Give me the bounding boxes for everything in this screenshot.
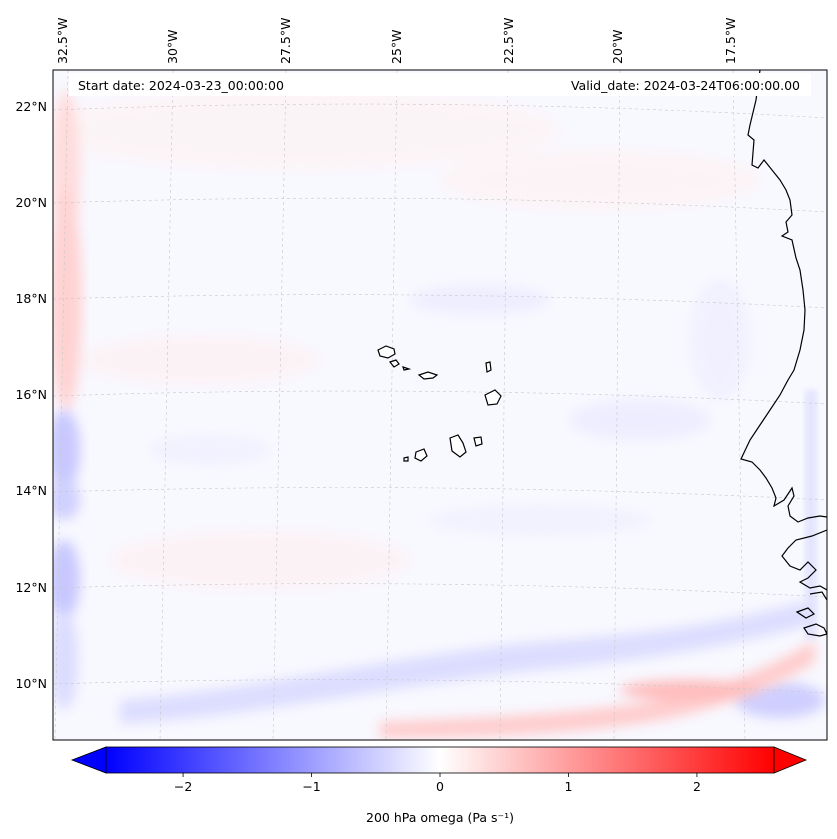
- colorbar-ticks: −2 −1 0 1 2: [174, 773, 701, 794]
- colorbar-label: 200 hPa omega (Pa s⁻¹): [366, 810, 514, 825]
- island-sal: [485, 361, 492, 373]
- western-edge-band: [53, 90, 82, 710]
- lon-label: 30°W: [165, 29, 180, 64]
- plot-frame: [52, 69, 828, 741]
- gridline-lon-27-5: [272, 70, 287, 740]
- gridline-lon-17-5: [732, 70, 746, 740]
- colorbar: −2 −1 0 1 2 200 hPa omega (Pa s⁻¹): [70, 746, 808, 825]
- eastern-edge-streak: [805, 390, 817, 640]
- colorbar-extend-low: [70, 746, 107, 774]
- island-maio: [473, 436, 483, 447]
- lon-label: 27.5°W: [278, 18, 293, 64]
- gridline-lat-16: [53, 390, 827, 405]
- lat-label: 22°N: [15, 99, 47, 114]
- island-santo-antao: [377, 345, 396, 359]
- colorbar-tick-label: −2: [174, 779, 192, 794]
- african-coastline: [740, 70, 827, 637]
- island-santiago: [449, 434, 467, 458]
- graticule: [53, 70, 827, 740]
- lat-label: 16°N: [15, 387, 47, 402]
- northern-faint-positive: [53, 90, 760, 590]
- gridline-lat-18: [53, 294, 827, 309]
- colorbar-extend-high: [773, 746, 808, 774]
- lat-label: 12°N: [15, 580, 47, 595]
- gridline-lon-25: [385, 70, 398, 740]
- island-santa-luzia: [402, 366, 412, 371]
- colorbar-tick-label: 0: [436, 779, 444, 794]
- gridline-lon-30: [159, 70, 174, 740]
- gridline-lon-20: [613, 70, 621, 740]
- island-brava: [403, 456, 409, 462]
- latitude-labels: 22°N 20°N 18°N 16°N 14°N 12°N 10°N: [15, 99, 47, 691]
- lat-label: 10°N: [15, 676, 47, 691]
- colorbar-tick-label: −1: [302, 779, 320, 794]
- colorbar-tick-label: 2: [693, 779, 701, 794]
- gridline-lon-32-5: [54, 70, 69, 740]
- colorbar-body: [105, 746, 775, 774]
- valid-date-text: Valid_date: 2024-03-24T06:00:00.00: [571, 78, 800, 93]
- lat-label: 14°N: [15, 483, 47, 498]
- island-sao-vicente: [388, 359, 400, 368]
- lat-label: 18°N: [15, 291, 47, 306]
- cape-verde-islands: [377, 345, 502, 462]
- header-box: [69, 73, 811, 96]
- gridline-lat-12: [53, 583, 827, 598]
- lon-label: 22.5°W: [501, 18, 516, 64]
- lon-label: 17.5°W: [723, 18, 738, 64]
- island-boa-vista: [484, 389, 502, 406]
- gridline-lat-14: [53, 487, 827, 501]
- lon-label: 25°W: [389, 29, 404, 64]
- longitude-labels: 32.5°W 30°W 27.5°W 25°W 22.5°W 20°W 17.5…: [55, 18, 738, 64]
- scattered-negative-patches: [150, 280, 750, 534]
- island-fogo: [414, 448, 428, 462]
- gridline-lat-22: [53, 103, 827, 119]
- lat-label: 20°N: [15, 195, 47, 210]
- island-sao-nicolau: [417, 371, 439, 380]
- gridline-lon-22-5: [499, 70, 509, 740]
- start-date-text: Start date: 2024-03-23_00:00:00: [78, 78, 284, 93]
- lon-label: 32.5°W: [55, 18, 70, 64]
- lon-label: 20°W: [610, 29, 625, 64]
- colorbar-tick-label: 1: [564, 779, 572, 794]
- gridline-lat-10: [53, 679, 827, 694]
- gridline-lat-20: [53, 197, 827, 213]
- omega-field: [53, 70, 827, 740]
